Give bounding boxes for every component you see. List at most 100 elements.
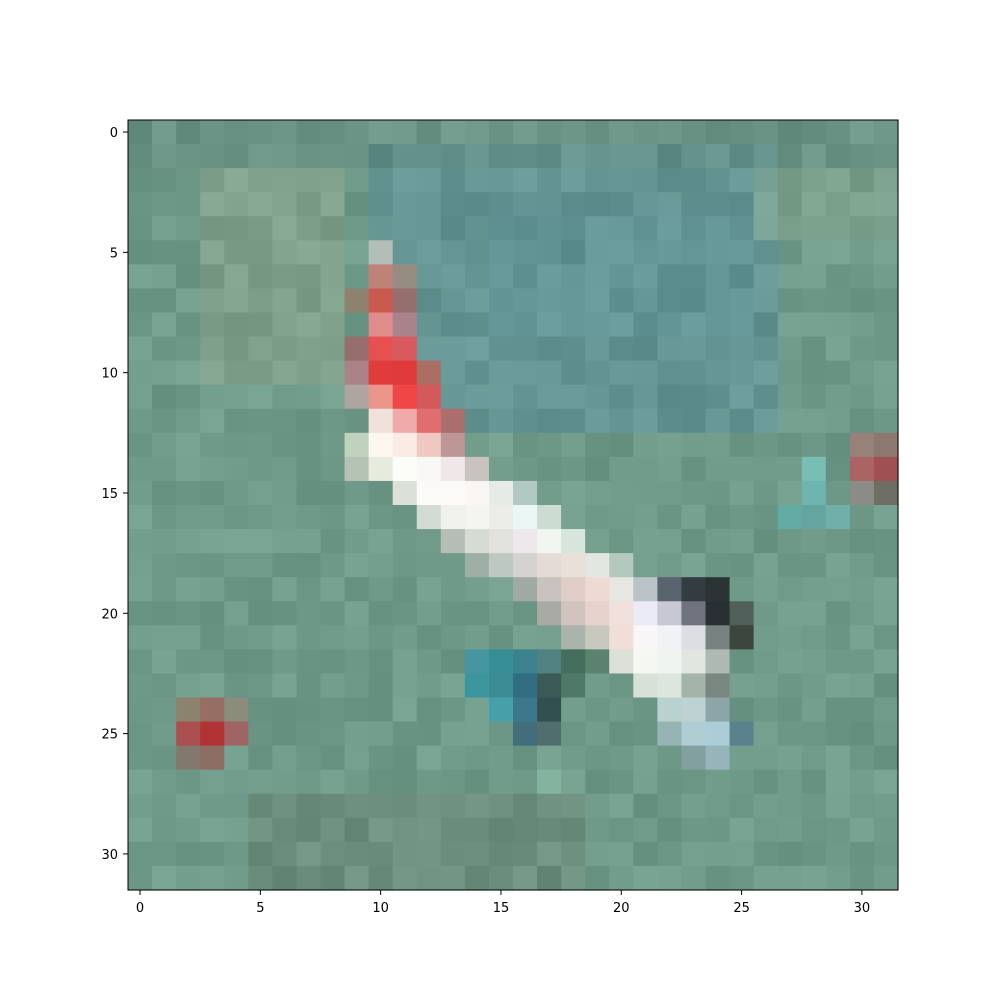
pixel: [320, 577, 346, 602]
pixel: [176, 216, 201, 241]
pixel: [296, 264, 322, 290]
pixel: [392, 240, 418, 265]
pixel: [176, 456, 201, 482]
pixel: [537, 408, 562, 434]
pixel: [368, 745, 394, 771]
pixel: [320, 673, 346, 699]
pixel: [344, 529, 370, 554]
pixel: [248, 505, 273, 530]
pixel: [440, 793, 466, 819]
pixel: [152, 360, 177, 386]
pixel: [825, 480, 851, 506]
pixel: [272, 384, 298, 410]
pixel: [681, 456, 707, 482]
pixel: [368, 553, 394, 578]
pixel: [200, 264, 225, 290]
pixel: [777, 240, 803, 265]
pixel: [224, 553, 249, 578]
pixel: [633, 529, 658, 554]
pixel: [440, 577, 466, 602]
pixel: [561, 673, 586, 699]
pixel: [561, 601, 586, 626]
pixel: [344, 192, 370, 217]
pixel: [152, 721, 177, 747]
pixel: [633, 288, 658, 314]
pixel: [513, 865, 538, 891]
pixel: [561, 144, 586, 169]
pixel: [609, 432, 634, 458]
pixel: [440, 168, 466, 193]
pixel: [296, 601, 322, 626]
pixel: [825, 408, 851, 434]
pixel: [464, 144, 490, 169]
pixel: [753, 384, 779, 410]
pixel: [873, 553, 899, 578]
pixel: [777, 673, 803, 699]
pixel: [200, 649, 225, 675]
pixel: [296, 505, 322, 530]
pixel: [320, 360, 346, 386]
pixel: [633, 384, 658, 410]
pixel: [488, 841, 514, 867]
pixel: [681, 168, 707, 193]
pixel: [873, 168, 899, 193]
pixel: [344, 168, 370, 193]
pixel: [320, 336, 346, 362]
pixel: [392, 384, 418, 410]
pixel: [344, 577, 370, 602]
pixel: [513, 793, 538, 819]
pixel: [248, 360, 273, 386]
pixel: [873, 769, 899, 795]
pixel: [368, 288, 394, 314]
pixel: [392, 120, 418, 145]
pixel: [729, 817, 755, 843]
pixel: [200, 817, 225, 843]
pixel: [176, 384, 201, 410]
pixel: [537, 745, 562, 771]
pixel: [272, 408, 298, 434]
pixel: [657, 360, 683, 386]
pixel: [729, 360, 755, 386]
pixel: [513, 553, 538, 578]
pixel: [633, 697, 658, 723]
pixel: [753, 793, 779, 819]
pixel: [561, 505, 586, 530]
pixel: [152, 216, 177, 241]
pixel: [272, 649, 298, 675]
pixel: [705, 432, 731, 458]
pixel: [537, 360, 562, 386]
pixel: [176, 817, 201, 843]
pixel: [873, 384, 899, 410]
pixel: [633, 673, 658, 699]
pixel: [152, 865, 177, 891]
pixel: [633, 168, 658, 193]
pixel: [416, 288, 442, 314]
pixel: [729, 793, 755, 819]
pixel: [248, 553, 273, 578]
pixel: [873, 360, 899, 386]
pixel: [633, 625, 658, 650]
pixel: [272, 168, 298, 193]
pixel: [296, 144, 322, 169]
pixel: [272, 601, 298, 626]
pixel: [681, 625, 707, 650]
pixel: [464, 577, 490, 602]
pixel: [176, 312, 201, 338]
pixel: [705, 553, 731, 578]
pixel: [777, 625, 803, 650]
pixel: [681, 408, 707, 434]
pixel: [825, 505, 851, 530]
pixel: [681, 288, 707, 314]
pixel: [272, 288, 298, 314]
pixel: [368, 529, 394, 554]
pixel: [537, 601, 562, 626]
pixel: [200, 192, 225, 217]
pixel: [681, 192, 707, 217]
pixel: [801, 673, 827, 699]
pixel: [440, 336, 466, 362]
pixel: [609, 216, 634, 241]
pixel: [176, 673, 201, 699]
pixel: [849, 168, 875, 193]
pixel: [849, 264, 875, 290]
